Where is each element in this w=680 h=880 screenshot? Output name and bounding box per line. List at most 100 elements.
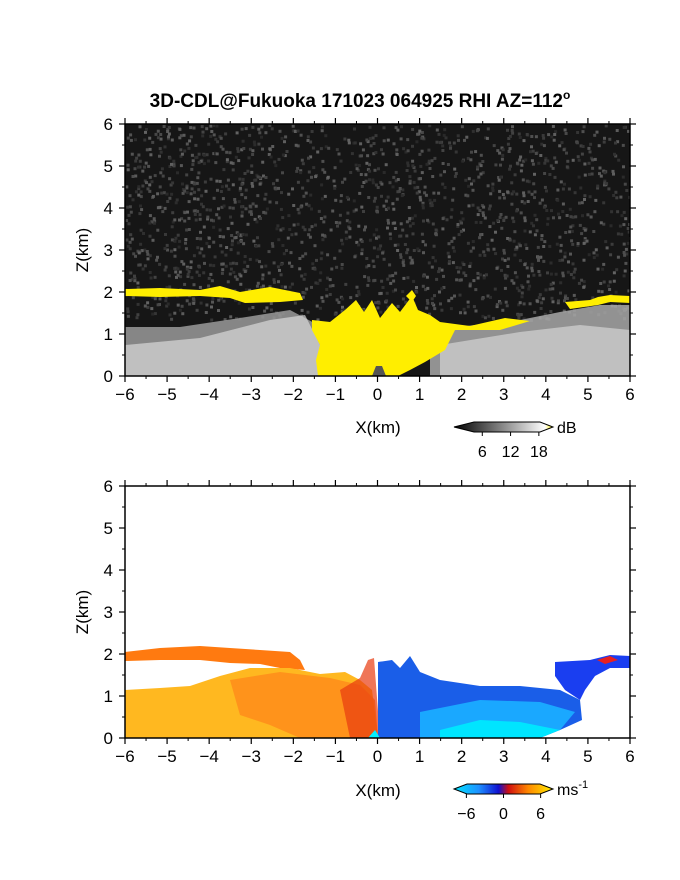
snr-noise-pixel (576, 131, 580, 134)
snr-noise-pixel (301, 162, 305, 166)
snr-noise-pixel (220, 185, 224, 189)
snr-noise-pixel (616, 232, 620, 236)
snr-noise-pixel (143, 165, 146, 169)
snr-noise-pixel (141, 169, 145, 173)
snr-noise-pixel (246, 169, 250, 173)
snr-noise-pixel (530, 145, 533, 149)
snr-noise-pixel (575, 141, 579, 145)
snr-noise-pixel (341, 305, 344, 309)
snr-noise-pixel (213, 255, 217, 259)
snr-noise-pixel (267, 153, 271, 156)
snr-noise-pixel (472, 279, 476, 283)
snr-noise-pixel (558, 144, 562, 148)
snr-noise-pixel (432, 303, 436, 307)
snr-noise-pixel (251, 202, 255, 206)
snr-noise-pixel (462, 263, 466, 266)
snr-noise-pixel (391, 289, 395, 293)
snr-noise-pixel (247, 307, 251, 311)
snr-noise-pixel (201, 134, 205, 138)
snr-noise-pixel (573, 191, 577, 195)
snr-noise-pixel (579, 186, 583, 190)
snr-noise-pixel (189, 126, 193, 130)
snr-noise-pixel (427, 261, 431, 265)
snr-noise-pixel (199, 237, 203, 241)
snr-noise-pixel (240, 205, 243, 209)
snr-noise-pixel (382, 171, 386, 174)
snr-noise-pixel (393, 221, 397, 225)
snr-noise-pixel (258, 260, 261, 264)
snr-noise-pixel (441, 182, 445, 186)
snr-noise-pixel (234, 236, 238, 239)
snr-noise-pixel (467, 177, 471, 181)
snr-noise-pixel (593, 210, 597, 214)
snr-noise-pixel (209, 272, 213, 276)
snr-noise-pixel (546, 222, 550, 226)
snr-noise-pixel (569, 252, 572, 256)
snr-noise-pixel (520, 163, 524, 167)
snr-noise-pixel (221, 147, 225, 151)
snr-noise-pixel (379, 180, 383, 184)
snr-noise-pixel (524, 158, 528, 162)
snr-noise-pixel (625, 189, 629, 192)
snr-noise-pixel (319, 257, 323, 261)
snr-noise-pixel (225, 184, 228, 188)
snr-noise-pixel (250, 182, 254, 185)
snr-noise-pixel (604, 124, 608, 128)
snr-noise-pixel (240, 214, 244, 218)
snr-noise-pixel (334, 198, 338, 202)
snr-noise-pixel (415, 290, 419, 294)
snr-noise-pixel (523, 263, 527, 267)
snr-noise-pixel (519, 155, 523, 159)
snr-noise-pixel (461, 261, 465, 265)
snr-noise-pixel (271, 145, 275, 148)
snr-noise-pixel (188, 139, 192, 143)
snr-noise-pixel (464, 193, 468, 197)
snr-noise-pixel (339, 159, 343, 163)
snr-noise-pixel (433, 307, 437, 311)
snr-noise-pixel (427, 161, 431, 165)
snr-noise-pixel (364, 173, 368, 177)
snr-noise-pixel (241, 177, 245, 181)
snr-noise-pixel (162, 191, 166, 195)
snr-noise-pixel (550, 135, 554, 139)
snr-noise-pixel (605, 246, 609, 250)
snr-noise-pixel (471, 246, 475, 250)
snr-noise-pixel (224, 264, 228, 268)
snr-noise-pixel (140, 208, 144, 212)
snr-noise-pixel (382, 257, 386, 261)
snr-ytick-label: 4 (104, 199, 113, 218)
snr-noise-pixel (255, 258, 259, 262)
snr-noise-pixel (478, 253, 482, 257)
snr-noise-pixel (274, 164, 278, 168)
snr-noise-pixel (439, 173, 443, 177)
snr-noise-pixel (373, 168, 377, 172)
snr-noise-pixel (468, 282, 472, 286)
snr-noise-pixel (469, 249, 473, 253)
snr-noise-pixel (515, 286, 519, 290)
snr-noise-pixel (530, 221, 534, 225)
snr-noise-pixel (457, 233, 461, 237)
velocity-gap-white (125, 662, 235, 684)
snr-noise-pixel (415, 286, 418, 289)
snr-noise-pixel (460, 221, 463, 225)
snr-noise-pixel (430, 204, 434, 207)
snr-noise-pixel (445, 218, 449, 222)
snr-noise-pixel (416, 185, 420, 189)
snr-noise (125, 124, 630, 322)
snr-noise-pixel (443, 196, 447, 200)
snr-noise-pixel (258, 182, 262, 186)
snr-noise-pixel (234, 298, 237, 302)
snr-noise-pixel (146, 301, 150, 305)
snr-noise-pixel (610, 242, 614, 246)
snr-noise-pixel (426, 218, 430, 222)
snr-noise-pixel (307, 170, 311, 174)
snr-noise-pixel (485, 273, 488, 277)
snr-noise-pixel (565, 297, 569, 300)
snr-noise-pixel (495, 266, 499, 270)
snr-noise-pixel (379, 291, 383, 295)
snr-noise-pixel (571, 262, 575, 266)
snr-noise-pixel (460, 211, 464, 215)
snr-noise-pixel (376, 210, 379, 214)
snr-noise-pixel (320, 197, 324, 201)
snr-noise-pixel (168, 156, 172, 160)
